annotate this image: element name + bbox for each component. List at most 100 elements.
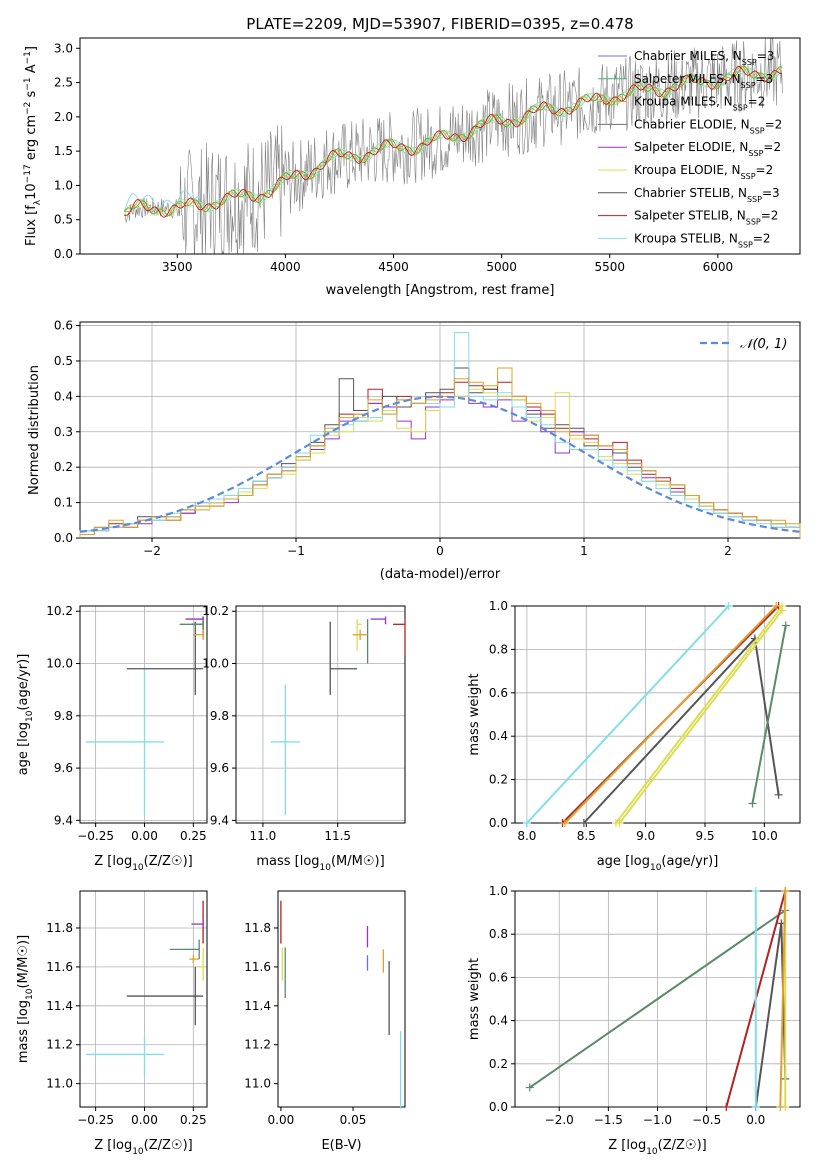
y-tick-label: 0.0 — [54, 247, 73, 261]
legend-label: Kroupa MILES, NSSP=2 — [634, 95, 765, 113]
y-tick-label: 10.2 — [202, 604, 229, 618]
y-tick-label: 0.1 — [54, 496, 73, 510]
x-tick-label: 8.0 — [517, 829, 536, 843]
weight-marker — [776, 1103, 785, 1111]
y-tick-label: 0.0 — [489, 1100, 508, 1114]
y-tick-label: 0.6 — [489, 970, 508, 984]
axes-frame — [277, 890, 406, 1108]
y-axis-label: Flux [fλ10−17 erg cm−2 s−1 A−1] — [23, 46, 43, 246]
histogram-series-kroupa_miles — [79, 367, 801, 538]
y-tick-label: 0.3 — [54, 425, 73, 439]
x-tick-label: 0.25 — [180, 1113, 207, 1127]
axes-frame — [79, 890, 208, 1108]
y-tick-label: 9.4 — [210, 813, 229, 827]
x-tick-label: 5500 — [594, 260, 625, 274]
x-tick-label: 0.00 — [131, 829, 158, 843]
y-tick-label: 1.0 — [489, 599, 508, 613]
y-tick-label: 10.2 — [46, 604, 73, 618]
y-tick-label: 10.0 — [202, 657, 229, 671]
legend-label: Salpeter STELIB, NSSP=2 — [634, 209, 778, 227]
figure-title: PLATE=2209, MJD=53907, FIBERID=0395, z=0… — [246, 15, 633, 33]
y-tick-label: 3.0 — [54, 41, 73, 55]
y-axis-label: mass weight — [467, 673, 482, 755]
y-tick-label: 11.0 — [244, 1077, 271, 1091]
x-tick-label: 6000 — [703, 260, 734, 274]
x-tick-label: 3500 — [162, 260, 193, 274]
y-tick-label: 2.5 — [54, 76, 73, 90]
histogram-panel: −2 −1 0 1 2 0.0 0.1 0.2 0.3 0.4 0.5 0.6 𝒩(0, 1) (data… — [27, 319, 801, 582]
x-tick-label: −0.5 — [692, 1113, 721, 1127]
mass-weight-vs-age-panel: 8.0 8.5 9.0 9.5 10.0 0.0 0.2 0.4 0.6 0.8 1.0 age [l… — [467, 599, 801, 873]
weight-line-kroupa_elodie — [618, 609, 783, 824]
x-tick-label: 10.0 — [751, 829, 778, 843]
x-tick-label: −1.0 — [643, 1113, 672, 1127]
x-axis-label: E(B-V) — [321, 1138, 361, 1153]
x-tick-label: −0.25 — [77, 1113, 114, 1127]
y-tick-label: 0.5 — [54, 213, 73, 227]
y-tick-label: 0.8 — [489, 642, 508, 656]
x-axis-label: Z [log10(Z/Z☉)] — [94, 1138, 192, 1157]
y-tick-label: 0.0 — [54, 531, 73, 545]
x-tick-label: 0.0 — [746, 1113, 765, 1127]
spectrum-panel: 3500 4000 4500 5000 5500 6000 0.0 0.5 1.0 1.5 2.0 2… — [23, 37, 801, 298]
weight-line-kroupa_miles — [779, 890, 787, 1108]
y-tick-label: 0.4 — [489, 729, 508, 743]
weight-marker — [774, 790, 783, 799]
axes-frame — [79, 37, 801, 255]
y-tick-label: 11.8 — [244, 921, 271, 935]
y-tick-label: 1.0 — [489, 884, 508, 898]
x-tick-label: −1 — [287, 544, 305, 558]
y-tick-label: 2.0 — [54, 110, 73, 124]
x-axis-label: age [log10(age/yr)] — [597, 854, 719, 873]
age-vs-Z-panel: −0.25 0.00 0.25 9.4 9.6 9.8 10.0 10.2 Z [log10(Z… — [16, 604, 208, 873]
normal-curve — [79, 395, 801, 533]
weight-line-green_dark — [751, 625, 787, 804]
x-tick-label: 9.5 — [695, 829, 714, 843]
y-tick-label: 11.4 — [46, 999, 73, 1013]
y-tick-label: 10.0 — [46, 657, 73, 671]
weight-line-green_dark — [529, 909, 786, 1089]
x-tick-label: 0.05 — [340, 1113, 367, 1127]
weight-marker — [781, 621, 790, 630]
x-axis-label: Z [log10(Z/Z☉)] — [94, 854, 192, 873]
model-spectrum-kroupa_stelib — [123, 66, 783, 213]
legend-label: Chabrier MILES, NSSP=3 — [634, 49, 774, 67]
weight-marker — [615, 819, 624, 827]
x-tick-label: 11.0 — [250, 829, 277, 843]
y-tick-label: 11.6 — [244, 960, 271, 974]
y-tick-label: 11.4 — [244, 999, 271, 1013]
legend-label: Salpeter MILES, NSSP=3 — [634, 72, 773, 90]
x-tick-label: −2.0 — [545, 1113, 574, 1127]
x-tick-label: −1.5 — [594, 1113, 623, 1127]
x-axis-label: (data-model)/error — [380, 567, 501, 582]
weight-marker — [724, 602, 733, 610]
axes-frame — [514, 605, 801, 824]
legend-label: Chabrier STELIB, NSSP=3 — [634, 186, 780, 204]
weight-marker — [781, 887, 790, 895]
weight-marker — [751, 1103, 760, 1111]
x-axis-label: wavelength [Angstrom, rest frame] — [326, 283, 555, 298]
y-tick-label: 0.6 — [489, 686, 508, 700]
x-tick-label: 5000 — [486, 260, 517, 274]
model-spectrum-salpeter_miles — [123, 65, 783, 216]
x-tick-label: −2 — [143, 544, 161, 558]
x-tick-label: 2 — [724, 544, 732, 558]
y-tick-label: 11.6 — [46, 960, 73, 974]
legend-label: Kroupa STELIB, NSSP=2 — [634, 231, 771, 249]
y-tick-label: 0.2 — [54, 460, 73, 474]
mass-weight-vs-Z-panel: −2.0 −1.5 −1.0 −0.5 0.0 0.0 0.2 0.4 0.6 0.8 1.0 Z [… — [467, 884, 801, 1157]
legend-label: Chabrier ELODIE, NSSP=2 — [634, 117, 782, 135]
x-axis-label: Z [log10(Z/Z☉)] — [608, 1138, 706, 1157]
legend-label: Salpeter ELODIE, NSSP=2 — [634, 140, 781, 158]
y-tick-label: 9.8 — [54, 709, 73, 723]
y-tick-label: 11.8 — [46, 921, 73, 935]
legend-label: Kroupa ELODIE, NSSP=2 — [634, 163, 773, 181]
mass-vs-ebv-panel: 0.00 0.05 11.0 11.2 11.4 11.6 11.8 E(B-V) — [244, 890, 406, 1153]
weight-marker — [522, 819, 531, 827]
weight-line-kroupa_elodie — [615, 605, 783, 824]
spectrum-lines — [123, 38, 783, 254]
age-vs-mass-panel: 11.0 11.5 9.4 9.6 9.8 10.0 10.2 mass [log10(M/M… — [202, 604, 406, 873]
y-tick-label: 11.2 — [244, 1038, 271, 1052]
weight-marker — [722, 1103, 731, 1111]
